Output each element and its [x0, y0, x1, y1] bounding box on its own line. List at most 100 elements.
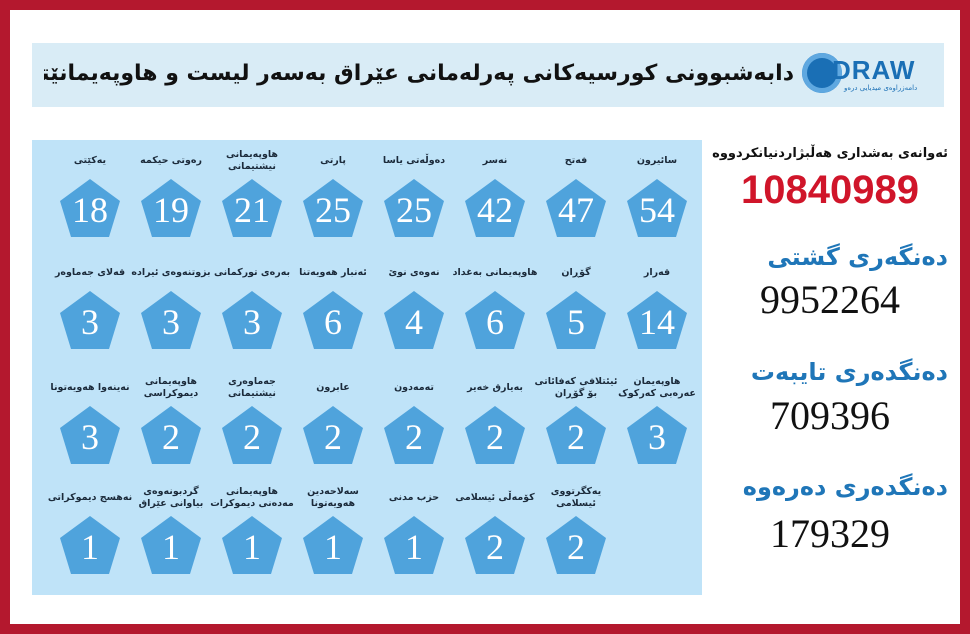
seat-count: 6: [486, 302, 504, 342]
seat-count: 47: [558, 190, 594, 230]
seat-badge: 2: [382, 404, 446, 466]
seat-badge: 1: [220, 514, 284, 576]
party-cell: ئیئتلافی کەفائاتی بۆ گۆڕان 2: [535, 372, 617, 472]
pentagon-shape: [141, 291, 201, 349]
seat-count: 3: [243, 302, 261, 342]
seat-badge: 42: [463, 177, 527, 239]
party-cell: فەتح 47: [539, 145, 613, 245]
party-name: فەتح: [564, 155, 588, 166]
party-name: بەیارق خەیر: [467, 382, 523, 393]
party-cell: پارتی 25: [296, 145, 370, 245]
stats-panel: ئەوانەی بەشداری هەڵبژاردنیانکردووە 10840…: [712, 140, 948, 600]
pentagon-shape: [465, 291, 525, 349]
party-name: هاوپەیمانی نیشتیمانی: [225, 149, 279, 172]
seat-badge: 14: [625, 289, 689, 351]
seat-badge: 6: [463, 289, 527, 351]
seat-count: 6: [324, 302, 342, 342]
logo-ring-icon: [802, 53, 842, 93]
seat-count: 1: [162, 527, 180, 567]
seat-count: 14: [639, 302, 675, 342]
party-cell: بەیارق خەیر 2: [458, 372, 532, 472]
party-name: هاوپەیمانی بەغداد: [452, 267, 538, 278]
seat-count: 2: [324, 417, 342, 457]
party-cell: سەلاحەدین هەویەتونا 1: [296, 482, 370, 582]
header-bar: دابەشبوونی کورسیەکانی پەرلەمانی عێراق بە…: [32, 43, 944, 107]
seat-count: 2: [162, 417, 180, 457]
party-name: یەکگرتووی ئیسلامی: [550, 486, 602, 509]
seat-badge: 1: [382, 514, 446, 576]
seat-badge: 2: [463, 514, 527, 576]
party-cell: بزوتنەوەی ئیرادە 3: [131, 257, 211, 357]
seat-count: 25: [396, 190, 432, 230]
party-cell: نەهسج دیموکراتی 1: [48, 482, 132, 582]
party-cell: سائیرون 54: [620, 145, 694, 245]
seat-badge: 21: [220, 177, 284, 239]
pentagon-shape: [627, 406, 687, 464]
party-cell: گۆڕان 5: [539, 257, 613, 357]
party-name: بەرەی تورکمانی: [213, 267, 291, 278]
participants-label: ئەوانەی بەشداری هەڵبژاردنیانکردووە: [712, 146, 948, 161]
party-cell: تەمەدون 2: [377, 372, 451, 472]
pentagon-shape: [60, 516, 120, 574]
seat-badge: 5: [544, 289, 608, 351]
party-cell: یەکێتی 18: [53, 145, 127, 245]
pentagon-shape: [60, 179, 120, 237]
seat-badge: 1: [301, 514, 365, 576]
special-voters-label: دەنگدەری تایبەت: [750, 358, 948, 386]
seat-count: 2: [243, 417, 261, 457]
seat-count: 54: [639, 190, 675, 230]
party-name: ئەنبار هەویەتنا: [299, 267, 367, 278]
party-name: بزوتنەوەی ئیرادە: [131, 267, 211, 278]
party-name: سائیرون: [636, 155, 678, 166]
party-name: دەوڵەتی یاسا: [382, 155, 446, 166]
party-cell: گردبونەوەی بیاوانی عێراق 1: [134, 482, 208, 582]
seat-count: 2: [567, 527, 585, 567]
pentagon-shape: [627, 291, 687, 349]
party-name: رەوتی حیکمە: [140, 155, 202, 166]
party-cell: هاوپەیمانی نیشتیمانی 21: [215, 145, 289, 245]
seat-count: 5: [567, 302, 585, 342]
party-name: گردبونەوەی بیاوانی عێراق: [138, 486, 204, 509]
party-name: یەکێتی: [73, 155, 107, 166]
party-name: عابرون: [316, 382, 350, 393]
party-cell: دەوڵەتی یاسا 25: [377, 145, 451, 245]
seat-count: 2: [486, 527, 504, 567]
party-cell: جەماوەری نیشتیمانی 2: [215, 372, 289, 472]
party-cell: یەکگرتووی ئیسلامی 2: [539, 482, 613, 582]
party-name: نەوەی نوێ: [388, 267, 440, 278]
seat-badge: 2: [544, 514, 608, 576]
party-name: نەهسج دیموکراتی: [47, 492, 133, 503]
seat-badge: 6: [301, 289, 365, 351]
party-cell: ئەنبار هەویەتنا 6: [296, 257, 370, 357]
seat-badge: 25: [301, 177, 365, 239]
seat-badge: 25: [382, 177, 446, 239]
seat-badge: 3: [58, 404, 122, 466]
party-name: قەلای جەماوەر: [54, 267, 126, 278]
party-name: سەلاحەدین هەویەتونا: [307, 486, 359, 509]
seat-badge: 3: [625, 404, 689, 466]
poster-title: دابەشبوونی کورسیەکانی پەرلەمانی عێراق بە…: [44, 61, 794, 86]
party-cell: حزب مدنی 1: [377, 482, 451, 582]
pentagon-shape: [141, 406, 201, 464]
party-name: جەماوەری نیشتیمانی: [228, 376, 276, 399]
party-name: قەرار: [643, 267, 671, 278]
logo-subtitle: دامەزراوەی میدیایی درەو: [844, 84, 918, 92]
party-name: هاوپەیمان عەرەبی کەرکوک: [618, 376, 696, 399]
pentagon-shape: [303, 291, 363, 349]
seats-board: سائیرون 54 فەتح 47 نەسر 42 دەوڵەتی یاسا 25 پارتی…: [32, 140, 702, 595]
party-cell: رەوتی حیکمە 19: [134, 145, 208, 245]
seat-badge: 2: [463, 404, 527, 466]
seat-count: 1: [243, 527, 261, 567]
pentagon-shape: [546, 179, 606, 237]
pentagon-shape: [465, 516, 525, 574]
party-cell: هاوپەیمانی دیموکراسی 2: [134, 372, 208, 472]
pentagon-shape: [222, 291, 282, 349]
seat-badge: 1: [139, 514, 203, 576]
party-cell: هاوپەیمان عەرەبی کەرکوک 3: [618, 372, 696, 472]
seat-badge: 2: [301, 404, 365, 466]
pentagon-shape: [222, 179, 282, 237]
party-cell: هاوپەیمانی مەدەنی دیموکرات 1: [210, 482, 294, 582]
party-cell: بەرەی تورکمانی 3: [214, 257, 290, 357]
seat-count: 21: [234, 190, 270, 230]
seat-count: 2: [405, 417, 423, 457]
